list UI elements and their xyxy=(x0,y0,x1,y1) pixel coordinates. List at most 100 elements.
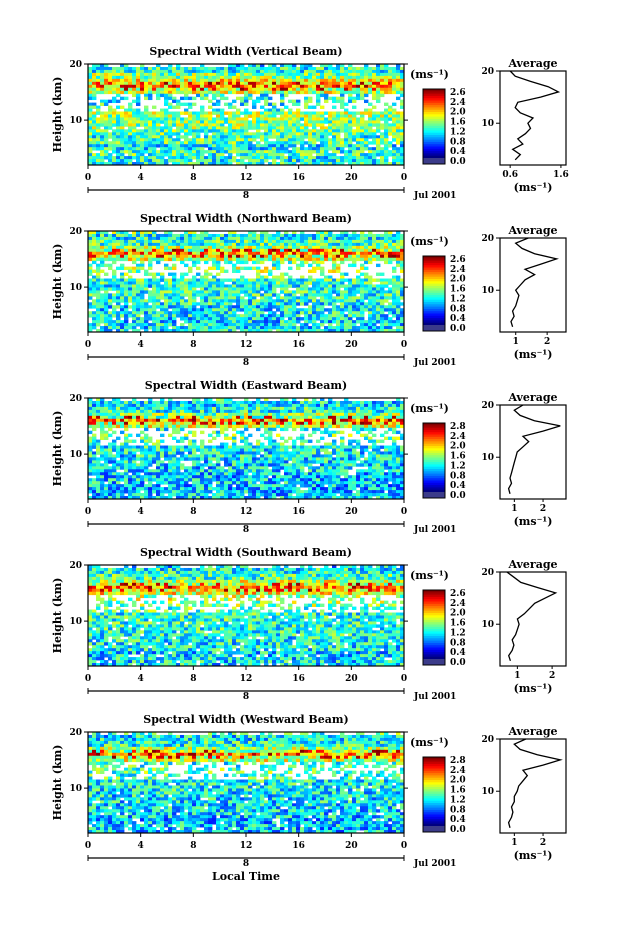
heatmap-cell xyxy=(108,132,113,136)
heatmap-cell xyxy=(276,141,281,145)
heatmap-cell xyxy=(132,231,137,235)
heatmap-cell xyxy=(380,296,385,300)
heatmap-cell xyxy=(288,87,293,92)
heatmap-cell xyxy=(372,233,377,238)
heatmap-cell xyxy=(92,114,97,118)
heatmap-cell xyxy=(316,251,321,256)
heatmap-cell xyxy=(240,299,245,303)
heatmap-cell xyxy=(148,305,153,309)
heatmap-cell xyxy=(328,233,333,238)
heatmap-cell xyxy=(368,254,373,259)
heatmap-cell xyxy=(400,153,405,157)
heatmap-cell xyxy=(324,299,329,303)
heatmap-cell xyxy=(96,75,101,80)
heatmap-cell xyxy=(188,81,193,86)
heatmap-cell xyxy=(328,329,333,333)
heatmap-cell xyxy=(372,299,377,303)
heatmap-cell xyxy=(208,138,213,142)
heatmap-cell xyxy=(136,123,141,127)
heatmap-cell xyxy=(148,69,153,74)
heatmap-cell xyxy=(360,272,365,276)
heatmap-cell xyxy=(248,248,253,253)
heatmap-cell xyxy=(192,117,197,121)
heatmap-cell xyxy=(124,251,129,256)
heatmap-cell xyxy=(256,117,261,121)
heatmap-cell xyxy=(260,144,265,148)
heatmap-cell xyxy=(108,317,113,321)
colorbar-swatch xyxy=(423,112,445,115)
y-axis-label: Height (km) xyxy=(51,244,64,320)
heatmap-cell xyxy=(368,126,373,130)
heatmap-cell xyxy=(240,326,245,330)
heatmap-cell xyxy=(284,84,289,89)
heatmap-cell xyxy=(392,293,397,297)
heatmap-cell xyxy=(392,135,397,139)
heatmap-cell xyxy=(88,105,93,109)
heatmap-cell xyxy=(160,114,165,118)
heatmap-cell xyxy=(312,269,317,273)
heatmap-cell xyxy=(308,129,313,133)
heatmap-cell xyxy=(188,138,193,142)
heatmap-cell xyxy=(336,156,341,160)
heatmap-cell xyxy=(272,159,277,163)
heatmap-cell xyxy=(180,242,185,247)
heatmap-cell xyxy=(332,114,337,118)
heatmap-cell xyxy=(384,251,389,256)
heatmap-cell xyxy=(372,156,377,160)
heatmap-cell xyxy=(372,129,377,133)
heatmap-cell xyxy=(164,126,169,130)
heatmap-cell xyxy=(248,66,253,71)
heatmap-cell xyxy=(300,287,305,291)
heatmap-cell xyxy=(320,111,325,115)
heatmap-cell xyxy=(108,162,113,166)
heatmap-cell xyxy=(200,105,205,109)
colorbar-swatch xyxy=(423,123,445,127)
heatmap-cell xyxy=(320,400,325,405)
heatmap-cell xyxy=(212,120,217,124)
heatmap-cell xyxy=(212,323,217,327)
heatmap-cell xyxy=(228,120,233,124)
heatmap-cell xyxy=(164,311,169,315)
heatmap-cell xyxy=(116,281,121,285)
heatmap-cell xyxy=(120,311,125,315)
heatmap-cell xyxy=(264,284,269,288)
heatmap-cell xyxy=(196,281,201,285)
heatmap-cell xyxy=(364,132,369,136)
heatmap-cell xyxy=(232,75,237,80)
heatmap-cell xyxy=(192,299,197,303)
heatmap-cell xyxy=(140,293,145,297)
heatmap-cell xyxy=(396,251,401,256)
heatmap-cell xyxy=(220,314,225,318)
heatmap-cell xyxy=(268,326,273,330)
heatmap-field xyxy=(88,231,405,333)
heatmap-cell xyxy=(256,260,261,265)
heatmap-cell xyxy=(144,311,149,315)
heatmap-cell xyxy=(120,75,125,80)
heatmap-cell xyxy=(216,398,221,402)
heatmap-cell xyxy=(160,317,165,321)
heatmap-cell xyxy=(168,69,173,74)
heatmap-cell xyxy=(300,278,305,282)
heatmap-cell xyxy=(316,290,321,294)
heatmap-cell xyxy=(164,90,169,95)
heatmap-cell xyxy=(336,248,341,253)
colorbar-swatch xyxy=(423,320,445,324)
heatmap-cell xyxy=(272,257,277,262)
heatmap-cell xyxy=(264,269,269,273)
heatmap-cell xyxy=(380,111,385,115)
heatmap-cell xyxy=(348,403,353,408)
heatmap-cell xyxy=(204,231,209,235)
heatmap-cell xyxy=(196,117,201,121)
heatmap-cell xyxy=(132,236,137,241)
heatmap-cell xyxy=(244,93,249,98)
heatmap-cell xyxy=(376,147,381,151)
heatmap-cell xyxy=(320,150,325,154)
heatmap-cell xyxy=(232,120,237,124)
heatmap-cell xyxy=(108,87,113,92)
heatmap-cell xyxy=(284,254,289,259)
colorbar-swatch xyxy=(423,121,445,124)
heatmap-cell xyxy=(168,156,173,160)
heatmap-cell xyxy=(144,78,149,83)
heatmap-cell xyxy=(324,117,329,121)
heatmap-cell xyxy=(192,66,197,71)
